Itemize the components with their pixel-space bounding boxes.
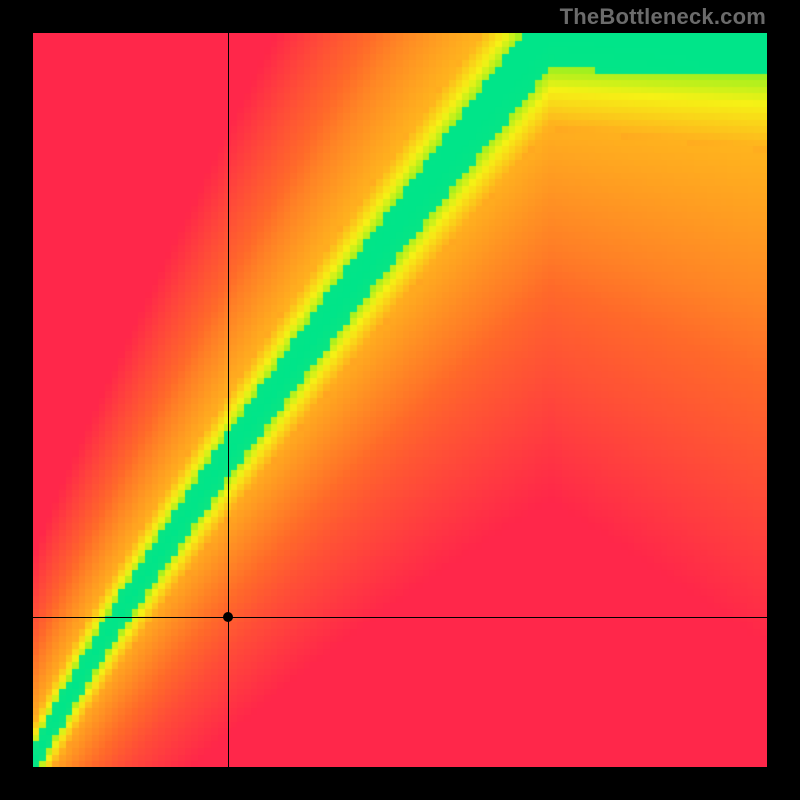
heatmap-canvas [33,33,767,767]
heatmap-plot [33,33,767,767]
chart-frame: TheBottleneck.com [0,0,800,800]
attribution-text: TheBottleneck.com [560,4,766,30]
